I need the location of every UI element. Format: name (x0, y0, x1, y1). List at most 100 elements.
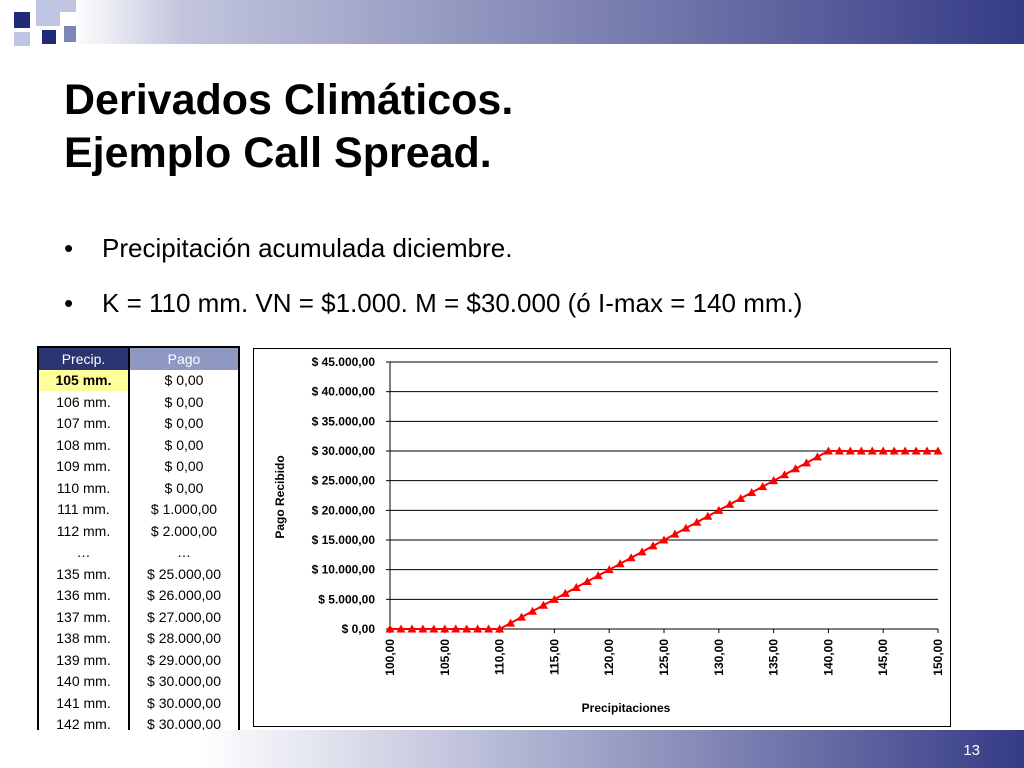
precip-cell: 137 mm. (38, 606, 130, 628)
data-point-marker (429, 624, 439, 633)
data-point-marker (867, 446, 877, 455)
pago-cell: $ 0,00 (164, 372, 204, 389)
data-point-marker (560, 588, 570, 597)
pago-cell: $ 0,00 (164, 458, 204, 475)
pago-cell: $ 28.000,00 (147, 630, 221, 647)
pago-cell: $ 27.000,00 (147, 608, 221, 625)
data-point-marker (549, 594, 559, 603)
x-tick-label: 135,00 (767, 639, 781, 676)
data-point-marker (747, 488, 757, 497)
data-point-marker (484, 624, 494, 633)
table-row: 140 mm. $ 30.000,00 (38, 670, 239, 692)
table-row: 136 mm. $ 26.000,00 (38, 584, 239, 606)
data-point-marker (604, 565, 614, 574)
pago-cell: $ 0,00 (164, 415, 204, 432)
pago-cell: $ 2.000,00 (150, 522, 218, 539)
y-tick-label: $ 0,00 (342, 622, 376, 636)
precip-cell: 139 mm. (38, 649, 130, 671)
x-tick-label: 140,00 (821, 639, 835, 676)
pago-cell: $ 0,00 (164, 393, 204, 410)
precip-cell: 138 mm. (38, 627, 130, 649)
y-tick-label: $ 20.000,00 (312, 503, 376, 517)
data-point-marker (517, 612, 527, 621)
data-point-marker (593, 571, 603, 580)
data-point-marker (856, 446, 866, 455)
table-row: 108 mm. $ 0,00 (38, 434, 239, 456)
decor-square (14, 32, 30, 46)
x-tick-label: 100,00 (383, 639, 397, 676)
data-point-marker (637, 547, 647, 556)
slide-title: Derivados Climáticos. Ejemplo Call Sprea… (64, 74, 513, 180)
data-point-marker (878, 446, 888, 455)
y-axis-ticks: $ 0,00 $ 5.000,00 $ 10.000,00 $ 15.000,00 $ … (312, 355, 390, 636)
data-point-marker (758, 482, 768, 491)
x-tick-label: 125,00 (657, 639, 671, 676)
title-line-1: Derivados Climáticos. (64, 76, 514, 124)
data-point-marker (736, 493, 746, 502)
chart-gridlines (390, 361, 938, 600)
table-row: 139 mm. $ 29.000,00 (38, 649, 239, 671)
precip-cell: 136 mm. (38, 584, 130, 606)
table-row: 106 mm. $ 0,00 (38, 391, 239, 413)
table-row: 137 mm. $ 27.000,00 (38, 606, 239, 628)
data-point-marker (703, 511, 713, 520)
data-point-marker (801, 458, 811, 467)
data-point-marker (385, 624, 395, 633)
table-row: 135 mm. $ 25.000,00 (38, 563, 239, 585)
title-line-2: Ejemplo Call Spread. (64, 129, 492, 177)
data-point-marker (725, 499, 735, 508)
data-point-marker (571, 582, 581, 591)
table-row: 107 mm. $ 0,00 (38, 412, 239, 434)
data-point-marker (681, 523, 691, 532)
precip-cell: … (38, 541, 130, 563)
data-point-marker (911, 446, 921, 455)
x-tick-label: 145,00 (876, 639, 890, 676)
table-row: …… (38, 541, 239, 563)
y-tick-label: $ 25.000,00 (312, 474, 376, 488)
precip-cell: 107 mm. (38, 412, 130, 434)
data-point-marker (692, 517, 702, 526)
data-point-marker (900, 446, 910, 455)
table-row: 142 mm. $ 30.000,00 (38, 713, 239, 735)
data-point-marker (582, 577, 592, 586)
data-point-marker (714, 505, 724, 514)
bullet-text: Precipitación acumulada diciembre. (102, 233, 513, 263)
page-number: 13 (963, 742, 980, 759)
data-point-marker (615, 559, 625, 568)
precip-cell: 108 mm. (38, 434, 130, 456)
pago-cell: … (177, 544, 191, 561)
y-tick-label: $ 40.000,00 (312, 385, 376, 399)
precip-cell: 105 mm. (38, 369, 130, 391)
precip-cell: 140 mm. (38, 670, 130, 692)
data-point-marker (670, 529, 680, 538)
data-point-marker (769, 476, 779, 485)
data-point-marker (845, 446, 855, 455)
decor-square (60, 0, 76, 12)
data-point-marker (506, 618, 516, 627)
pago-cell: $ 29.000,00 (147, 651, 221, 668)
data-point-marker (812, 452, 822, 461)
precip-cell: 112 mm. (38, 520, 130, 542)
table-row: 141 mm. $ 30.000,00 (38, 692, 239, 714)
y-tick-label: $ 15.000,00 (312, 533, 376, 547)
precip-cell: 142 mm. (38, 713, 130, 735)
payoff-table: Precip. Pago 105 mm. $ 0,00 106 mm. $ 0,00 1… (37, 346, 240, 759)
precip-cell: 135 mm. (38, 563, 130, 585)
pago-cell: $ 30.000,00 (147, 716, 221, 733)
top-decoration-bar (0, 0, 1024, 44)
x-tick-label: 115,00 (547, 639, 561, 675)
table-row: 112 mm. $ 2.000,00 (38, 520, 239, 542)
data-point-marker (626, 553, 636, 562)
data-point-marker (440, 624, 450, 633)
pago-cell: $ 30.000,00 (147, 673, 221, 690)
bottom-decoration-bar (0, 730, 1024, 768)
x-tick-label: 105,00 (438, 639, 452, 676)
x-axis-ticks: 100,00 105,00 110,00 115,00 120,00 125,00 130,… (383, 629, 945, 676)
table-row: 109 mm. $ 0,00 (38, 455, 239, 477)
table-body: 105 mm. $ 0,00 106 mm. $ 0,00 107 mm. $ 0,00 1… (38, 369, 239, 758)
y-tick-label: $ 5.000,00 (318, 592, 375, 606)
column-header: Precip. (38, 347, 130, 370)
pago-cell: $ 26.000,00 (147, 587, 221, 604)
y-tick-label: $ 35.000,00 (312, 414, 376, 428)
data-point-marker (538, 600, 548, 609)
